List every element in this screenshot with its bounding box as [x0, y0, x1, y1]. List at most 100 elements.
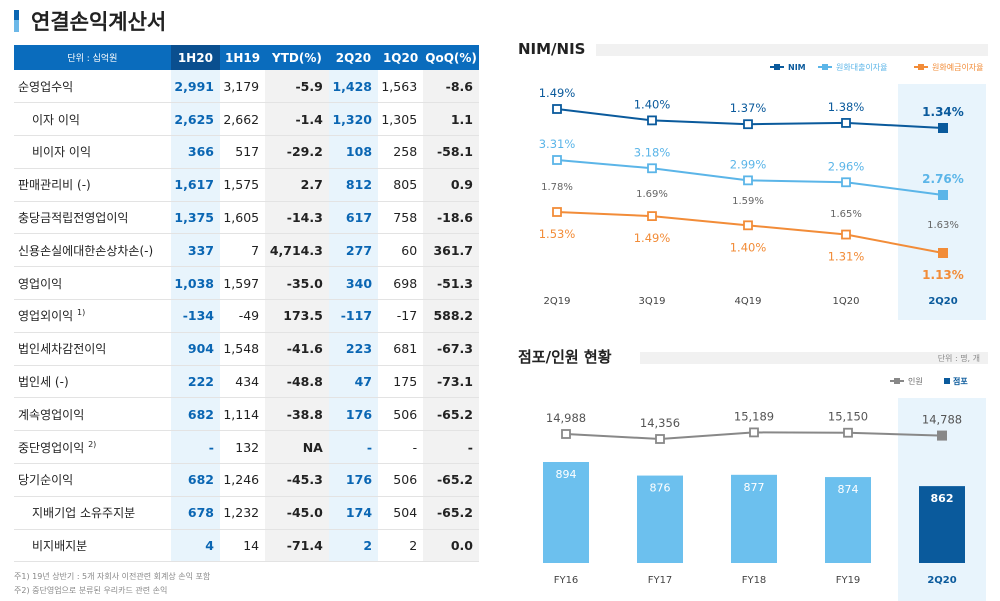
row-label-text: 중단영업이익: [18, 440, 85, 455]
legend-marker: [774, 64, 780, 70]
unit-label: 단위 : 명, 개: [937, 354, 980, 363]
table-cell: 60: [378, 233, 424, 268]
data-label: 1.40%: [730, 240, 767, 254]
row-label-text: 비이자 이익: [32, 145, 92, 160]
table-cell: -65.2: [423, 463, 479, 497]
table-cell: -117: [328, 299, 379, 333]
table-cell: 588.2: [423, 299, 479, 333]
table-cell: -49: [219, 299, 266, 333]
legend-label: 원화대출이자율: [836, 62, 888, 72]
page-title: 연결손익계산서: [14, 8, 166, 34]
table-cell: 1,232: [219, 496, 266, 530]
row-label: 신용손실에대한손상차손(-): [14, 233, 171, 268]
table-cell: 366: [170, 135, 220, 169]
row-label-text: 이자 이익: [32, 112, 80, 127]
row-label: 지배기업 소유주지분: [14, 496, 171, 530]
row-label: 법인세차감전이익: [14, 332, 171, 366]
highlight-column: [898, 84, 986, 320]
table-row: 비지배지분 4 14 -71.4 2 2 0.0: [14, 529, 479, 563]
table-cell: 2: [328, 529, 379, 563]
table-cell: 1,114: [219, 397, 266, 432]
x-tick-label: 2Q20: [928, 296, 957, 307]
table-cell: -5.9: [265, 70, 329, 104]
spread-label: 1.59%: [732, 196, 764, 207]
table-cell: 1,563: [378, 70, 424, 104]
table-cell: -17: [378, 299, 424, 333]
bar-label: 876: [650, 482, 671, 495]
table-cell: -: [328, 430, 379, 465]
table-row: 중단영업이익 2) -132 NA - - -: [14, 430, 479, 465]
table-row: 이자 이익 2,625 2,662 -1.4 1,320 1,305 1.1: [14, 102, 479, 137]
table-row: 당기순이익 682 1,246 -45.3 176 506 -65.2: [14, 463, 479, 497]
table-cell: 176: [328, 463, 379, 497]
table-row: 비이자 이익 366 517 -29.2 108 258 -58.1: [14, 135, 479, 169]
column-header: 1H20: [170, 45, 220, 70]
bar-label: 877: [744, 481, 765, 494]
table-cell: NA: [265, 430, 329, 465]
table-cell: 682: [170, 463, 220, 497]
legend-label: 인원: [908, 376, 923, 386]
table-cell: 258: [378, 135, 424, 169]
table-cell: 1,246: [219, 463, 266, 497]
table-cell: 434: [219, 365, 266, 399]
table-cell: 1,605: [219, 201, 266, 235]
data-label: 3.18%: [634, 145, 671, 159]
table-cell: 504: [378, 496, 424, 530]
table-cell: -38.8: [265, 397, 329, 432]
title-divider: [596, 44, 988, 56]
data-label: 1.37%: [730, 101, 767, 115]
data-label: 1.13%: [922, 268, 964, 282]
table-cell: -29.2: [265, 135, 329, 169]
nim-chart-title: NIM/NIS: [518, 40, 586, 58]
table-cell: 108: [328, 135, 379, 169]
data-point: [655, 434, 665, 444]
row-label-text: 충당금적립전영업이익: [18, 211, 129, 226]
data-label: 2.76%: [922, 172, 964, 186]
row-label: 계속영업이익: [14, 397, 171, 432]
table-cell: 1,575: [219, 168, 266, 202]
data-point: [647, 211, 657, 222]
table-cell: 904: [170, 332, 220, 366]
column-header: 2Q20: [328, 45, 379, 70]
footnote-ref: 1): [77, 308, 86, 318]
footnotes: 주1) 19년 상반기 : 5개 자회사 이전관련 회계상 손익 포함 주2) …: [14, 570, 210, 598]
table-cell: 2: [378, 529, 424, 563]
column-header: 1H19: [219, 45, 266, 70]
table-cell: 0.0: [423, 529, 479, 563]
table-cell: 517: [219, 135, 266, 169]
table-cell: 14: [219, 529, 266, 563]
data-label: 1.40%: [634, 97, 671, 111]
table-row: 영업외이익 1) -134 -49 173.5 -117 -17 588.2: [14, 299, 479, 333]
bar-FY16: [543, 462, 589, 563]
row-label-text: 법인세 (-): [18, 375, 69, 390]
table-cell: 47: [328, 365, 379, 399]
table-cell: 340: [328, 266, 379, 301]
data-point: [841, 229, 851, 240]
legend-marker: [894, 378, 900, 384]
table-cell: 277: [328, 233, 379, 268]
table-cell: 223: [328, 332, 379, 366]
legend-label: 점포: [953, 376, 968, 386]
data-point: [647, 115, 657, 126]
table-cell: -65.2: [423, 397, 479, 432]
data-point: [843, 427, 853, 438]
footnote-2: 주2) 중단영업으로 분류된 우리카드 관련 손익: [14, 586, 168, 595]
table-cell: 2,625: [170, 102, 220, 137]
row-label: 법인세 (-): [14, 365, 171, 399]
x-tick-label: FY19: [836, 575, 861, 586]
bar-FY18: [731, 474, 777, 563]
data-label: 1.31%: [828, 250, 865, 264]
data-point: [552, 207, 562, 217]
data-point: [743, 220, 753, 231]
data-point: [743, 175, 753, 186]
spread-label: 1.78%: [541, 182, 573, 193]
table-cell: -35.0: [265, 266, 329, 301]
row-label-text: 계속영업이익: [18, 407, 85, 422]
column-header: YTD(%): [265, 45, 329, 70]
table-cell: 1,617: [170, 168, 220, 202]
x-tick-label: 4Q19: [735, 296, 762, 307]
table-row: 영업이익 1,038 1,597 -35.0 340 698 -51.3: [14, 266, 479, 301]
row-label-text: 당기순이익: [18, 473, 74, 488]
legend-marker: [822, 64, 828, 70]
row-label-text: 지배기업 소유주지분: [32, 506, 136, 521]
